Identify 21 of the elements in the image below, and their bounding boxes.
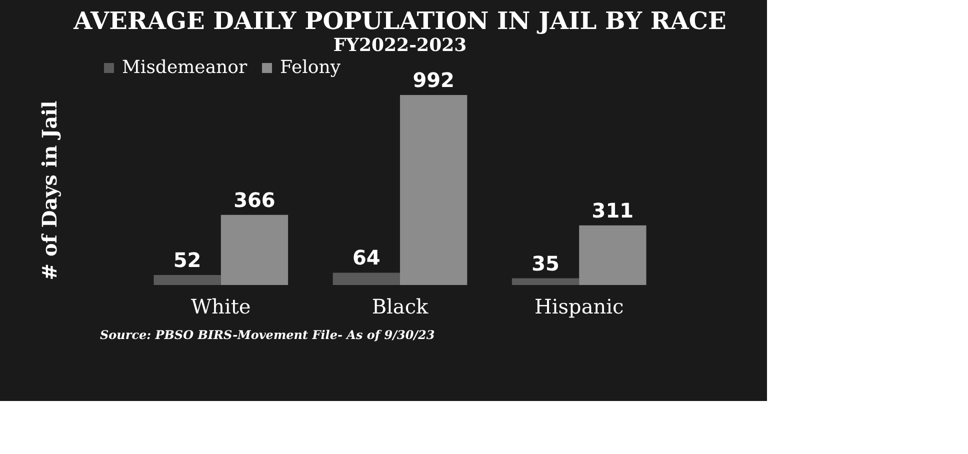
x-tick-label: Hispanic bbox=[534, 294, 624, 318]
y-axis-title: # of Days in Jail bbox=[38, 100, 62, 280]
data-label: 35 bbox=[532, 251, 560, 276]
bar bbox=[220, 214, 288, 285]
data-label: 311 bbox=[592, 198, 634, 222]
data-label: 52 bbox=[173, 248, 202, 272]
x-tick-label: White bbox=[191, 294, 251, 318]
legend-label: Felony bbox=[280, 57, 342, 78]
legend-label: Misdemeanor bbox=[122, 57, 248, 78]
bar bbox=[154, 275, 221, 285]
data-label: 992 bbox=[412, 68, 454, 92]
chart-subtitle: FY2022-2023 bbox=[333, 35, 467, 56]
x-tick-label: Black bbox=[372, 294, 430, 318]
chart-title: AVERAGE DAILY POPULATION IN JAIL BY RACE bbox=[72, 6, 726, 35]
bar bbox=[579, 225, 646, 285]
bar bbox=[332, 272, 400, 285]
bar bbox=[400, 95, 468, 285]
source-note: Source: PBSO BIRS-Movement File- As of 9/30/23 bbox=[100, 328, 435, 342]
data-label: 64 bbox=[352, 246, 380, 270]
bar bbox=[512, 278, 580, 285]
data-label: 366 bbox=[234, 188, 276, 212]
